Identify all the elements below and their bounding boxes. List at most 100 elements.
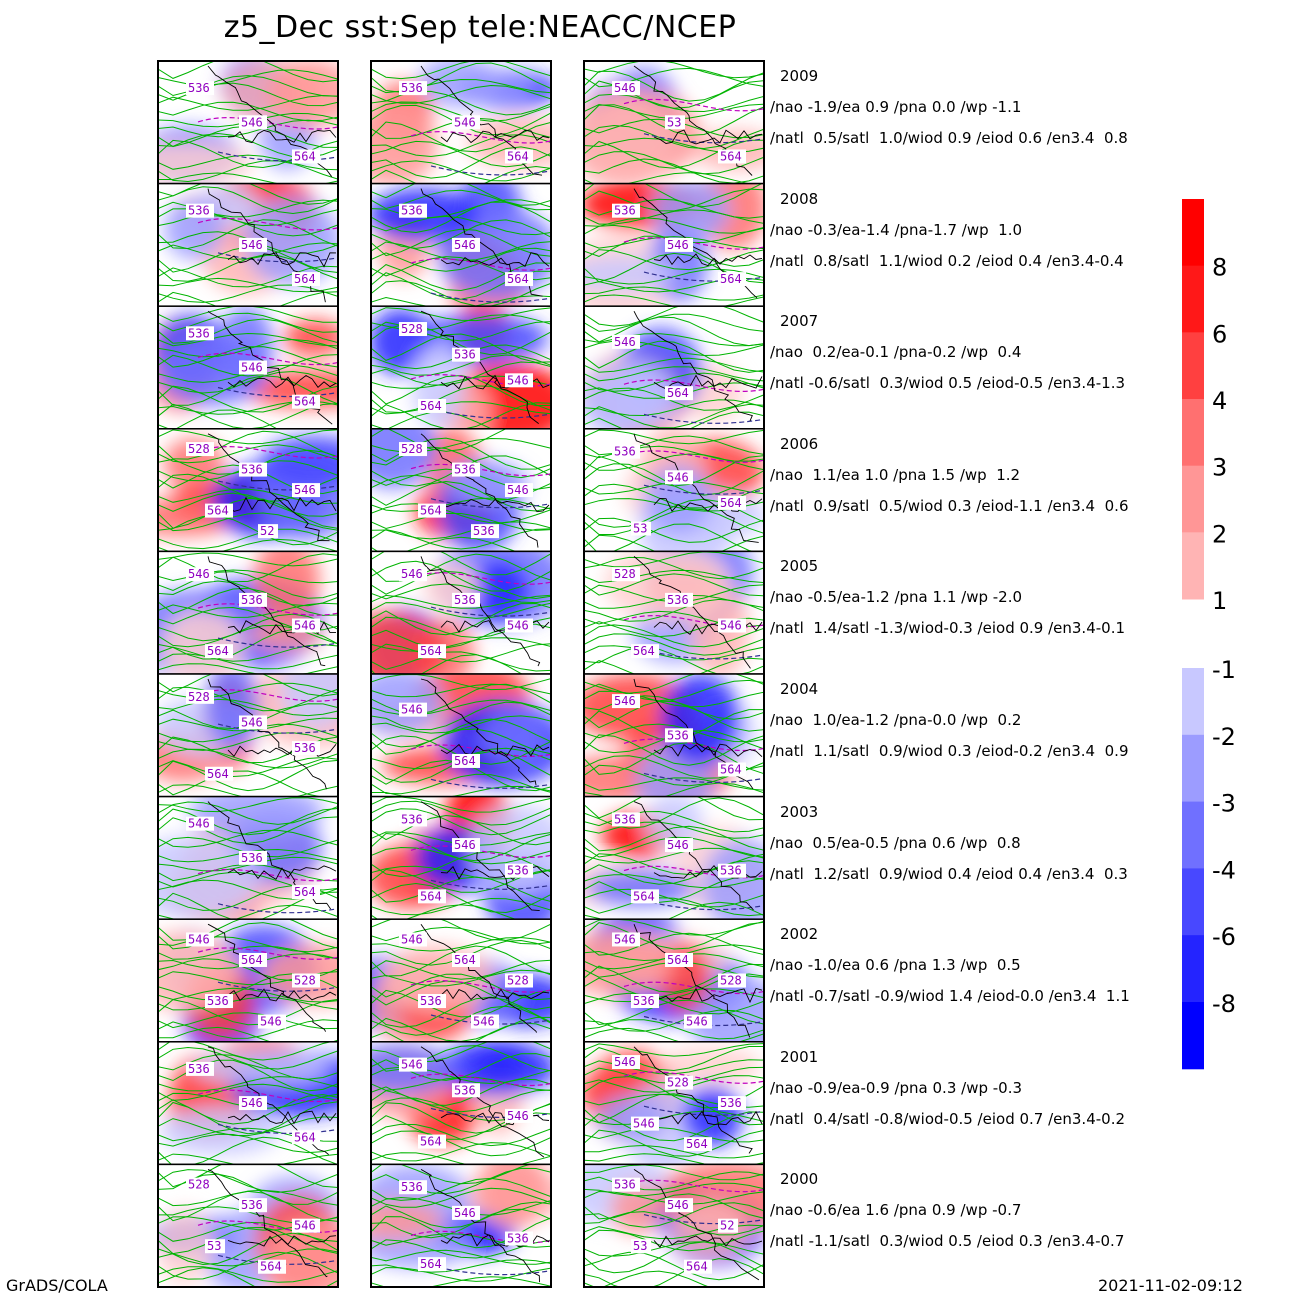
contour-label: 546 <box>633 1117 655 1131</box>
contour-label: 536 <box>507 864 529 878</box>
contour-label: 564 <box>420 889 442 903</box>
contour-label: 536 <box>454 593 476 607</box>
colorbar-tick-label: 3 <box>1212 454 1227 482</box>
map-panel-2007-1: 536 546 564 <box>157 305 339 430</box>
row-year-label: 2006 <box>780 434 819 453</box>
contour-label: 536 <box>401 81 423 95</box>
contour-label: 546 <box>614 335 636 349</box>
contour-label: 536 <box>207 994 229 1008</box>
contour-label: 546 <box>454 1206 476 1220</box>
contour-label: 546 <box>507 1109 529 1123</box>
map-panel-2006-2: 528 536 546 564 536 <box>370 428 552 553</box>
contour-label: 564 <box>294 150 316 164</box>
contour-label: 546 <box>401 1058 423 1072</box>
contour-label: 546 <box>454 838 476 852</box>
contour-label: 53 <box>667 115 681 129</box>
map-panel-2003-1: 546 536 564 <box>157 795 339 920</box>
contour-label: 52 <box>720 1219 734 1233</box>
contour-label: 52 <box>260 524 274 538</box>
contour-label: 536 <box>188 204 210 218</box>
map-panel-2009-1: 536 546 564 <box>157 60 339 185</box>
map-panel-2009-3: 546 53 564 <box>583 60 765 185</box>
row-index-line-1: /nao 1.0/ea-1.2 /pna-0.0 /wp 0.2 <box>770 711 1022 729</box>
contour-label: 536 <box>401 812 423 826</box>
contour-label: 564 <box>507 150 529 164</box>
contour-label: 536 <box>633 994 655 1008</box>
contour-label: 546 <box>188 932 210 946</box>
contour-label: 536 <box>667 728 689 742</box>
contour-label: 536 <box>241 463 263 477</box>
contour-label: 564 <box>294 1130 316 1144</box>
row-year-label: 2004 <box>780 680 819 698</box>
contour-label: 536 <box>454 348 476 362</box>
contour-label: 528 <box>188 1178 210 1192</box>
contour-label: 546 <box>507 373 529 387</box>
row-index-line-2: /natl 0.5/satl 1.0/wiod 0.9 /eiod 0.6 /e… <box>770 129 1128 147</box>
map-panel-2003-3: 536 546 536 564 <box>583 795 765 920</box>
map-panel-2005-2: 546 536 546 564 <box>370 550 552 675</box>
contour-label: 536 <box>720 864 742 878</box>
chart-title: z5_Dec sst:Sep tele:NEACC/NCEP <box>223 10 737 45</box>
map-panel-2002-1: 546 564 528 536 546 <box>157 918 339 1043</box>
row-year-label: 2003 <box>780 802 819 821</box>
contour-label: 536 <box>241 593 263 607</box>
colorbar-tick-label: -3 <box>1212 790 1236 818</box>
contour-label: 53 <box>207 1239 221 1253</box>
contour-label: 564 <box>241 953 263 967</box>
contour-label: 564 <box>294 885 316 899</box>
map-panel-2004-1: 528 546 536 564 <box>157 673 339 798</box>
map-panel-2005-3: 528 536 546 564 <box>583 550 765 675</box>
row-index-line-1: /nao -1.9/ea 0.9 /pna 0.0 /wp -1.1 <box>770 98 1022 116</box>
row-year-label: 2007 <box>780 312 819 331</box>
row-index-line-2: /natl 1.2/satl 0.9/wiod 0.4 /eiod 0.4 /e… <box>770 864 1128 883</box>
colorbar-tick-label: 4 <box>1212 387 1227 415</box>
map-panel-2007-3: 546 564 <box>583 305 765 430</box>
contour-label: 546 <box>241 1096 263 1110</box>
contour-label: 564 <box>207 504 229 518</box>
contour-label: 564 <box>454 953 476 967</box>
contour-label: 536 <box>420 994 442 1008</box>
contour-label: 546 <box>401 567 423 581</box>
contour-label: 536 <box>614 812 636 826</box>
row-index-line-2: /natl -1.1/satl 0.3/wiod 0.5 /eiod 0.3 /… <box>770 1232 1125 1251</box>
contour-label: 528 <box>294 974 316 988</box>
contour-label: 528 <box>401 322 423 336</box>
map-panel-2002-2: 546 564 528 536 546 <box>370 918 552 1043</box>
map-panel-2006-1: 528 536 546 564 52 <box>157 428 339 553</box>
contour-label: 536 <box>507 1232 529 1246</box>
contour-label: 536 <box>188 326 210 340</box>
row-index-line-1: /nao -0.9/ea-0.9 /pna 0.3 /wp -0.3 <box>770 1078 1023 1097</box>
contour-label: 564 <box>507 272 529 286</box>
contour-label: 546 <box>401 703 423 717</box>
contour-label: 536 <box>667 593 689 607</box>
row-year-label: 2002 <box>780 925 819 944</box>
contour-label: 536 <box>454 1083 476 1097</box>
contour-label: 564 <box>294 395 316 409</box>
row-index-line-1: /nao -1.0/ea 0.6 /pna 1.3 /wp 0.5 <box>770 956 1021 975</box>
row-index-line-1: /nao -0.5/ea-1.2 /pna 1.1 /wp -2.0 <box>770 588 1023 607</box>
contour-label: 536 <box>473 524 495 538</box>
contour-label: 546 <box>667 238 689 252</box>
contour-label: 536 <box>241 851 263 865</box>
contour-label: 546 <box>720 619 742 633</box>
map-panel-2001-1: 536 546 564 <box>157 1041 339 1166</box>
colorbar-tick-label: -4 <box>1212 856 1236 884</box>
row-year-label: 2009 <box>780 67 819 85</box>
map-panel-2000-3: 536 546 52 53 564 <box>583 1163 765 1288</box>
contour-label: 564 <box>420 644 442 658</box>
map-panel-2004-3: 546 536 564 <box>583 673 765 798</box>
contour-label: 546 <box>294 1219 316 1233</box>
contour-label: 528 <box>188 690 210 704</box>
contour-label: 564 <box>686 1260 708 1274</box>
row-year-label: 2001 <box>780 1047 819 1066</box>
row-year-label: 2005 <box>780 557 819 576</box>
contour-label: 564 <box>720 496 742 510</box>
contour-label: 546 <box>614 694 636 708</box>
contour-label: 546 <box>294 483 316 497</box>
row-index-line-2: /natl 0.4/satl -0.8/wiod-0.5 /eiod 0.7 /… <box>770 1109 1126 1128</box>
contour-label: 564 <box>420 504 442 518</box>
contour-label: 528 <box>507 974 529 988</box>
map-panel-2004-2: 546 564 <box>370 673 552 798</box>
map-panel-2003-2: 536 546 536 564 <box>370 795 552 920</box>
